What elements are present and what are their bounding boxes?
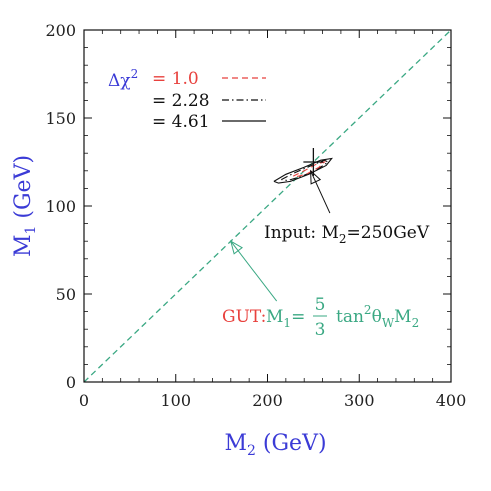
- legend-entry-label: = 1.0: [152, 69, 199, 89]
- gut-lhs: M1=: [266, 307, 305, 330]
- gut-fraction-numerator: 5: [315, 295, 326, 315]
- x-tick-label: 400: [436, 391, 467, 410]
- gut-relation-line: [84, 30, 451, 382]
- x-tick-label: 100: [160, 391, 191, 410]
- gut-arrowhead: [230, 240, 244, 255]
- y-tick-label: 150: [45, 109, 76, 128]
- y-tick-label: 50: [56, 285, 76, 304]
- input-arrow: [310, 170, 331, 214]
- gut-rhs: tan2θWM2: [336, 303, 419, 330]
- x-tick-label: 200: [252, 391, 283, 410]
- gut-label-prefix: GUT:: [222, 307, 266, 327]
- contour-4_61: [273, 157, 333, 184]
- x-tick-label: 300: [344, 391, 375, 410]
- legend-entry-label: = 2.28: [152, 91, 210, 111]
- y-tick-label: 100: [45, 197, 76, 216]
- input-arrowhead: [310, 169, 322, 185]
- input-annotation: Input: M2=250GeV: [264, 223, 430, 246]
- gut-arrow: [230, 240, 278, 302]
- x-tick-label: 0: [79, 391, 89, 410]
- x-axis-title: M2 (GeV): [224, 431, 326, 459]
- contour-1_0: [292, 160, 327, 178]
- legend-title: Δχ2: [108, 67, 138, 91]
- legend-entry-label: = 4.61: [152, 112, 210, 132]
- y-axis-title: M1 (GeV): [11, 155, 39, 257]
- gut-fraction-denominator: 3: [315, 320, 326, 340]
- y-tick-label: 200: [45, 21, 76, 40]
- contour-2_28: [281, 159, 330, 182]
- y-tick-label: 0: [66, 373, 76, 392]
